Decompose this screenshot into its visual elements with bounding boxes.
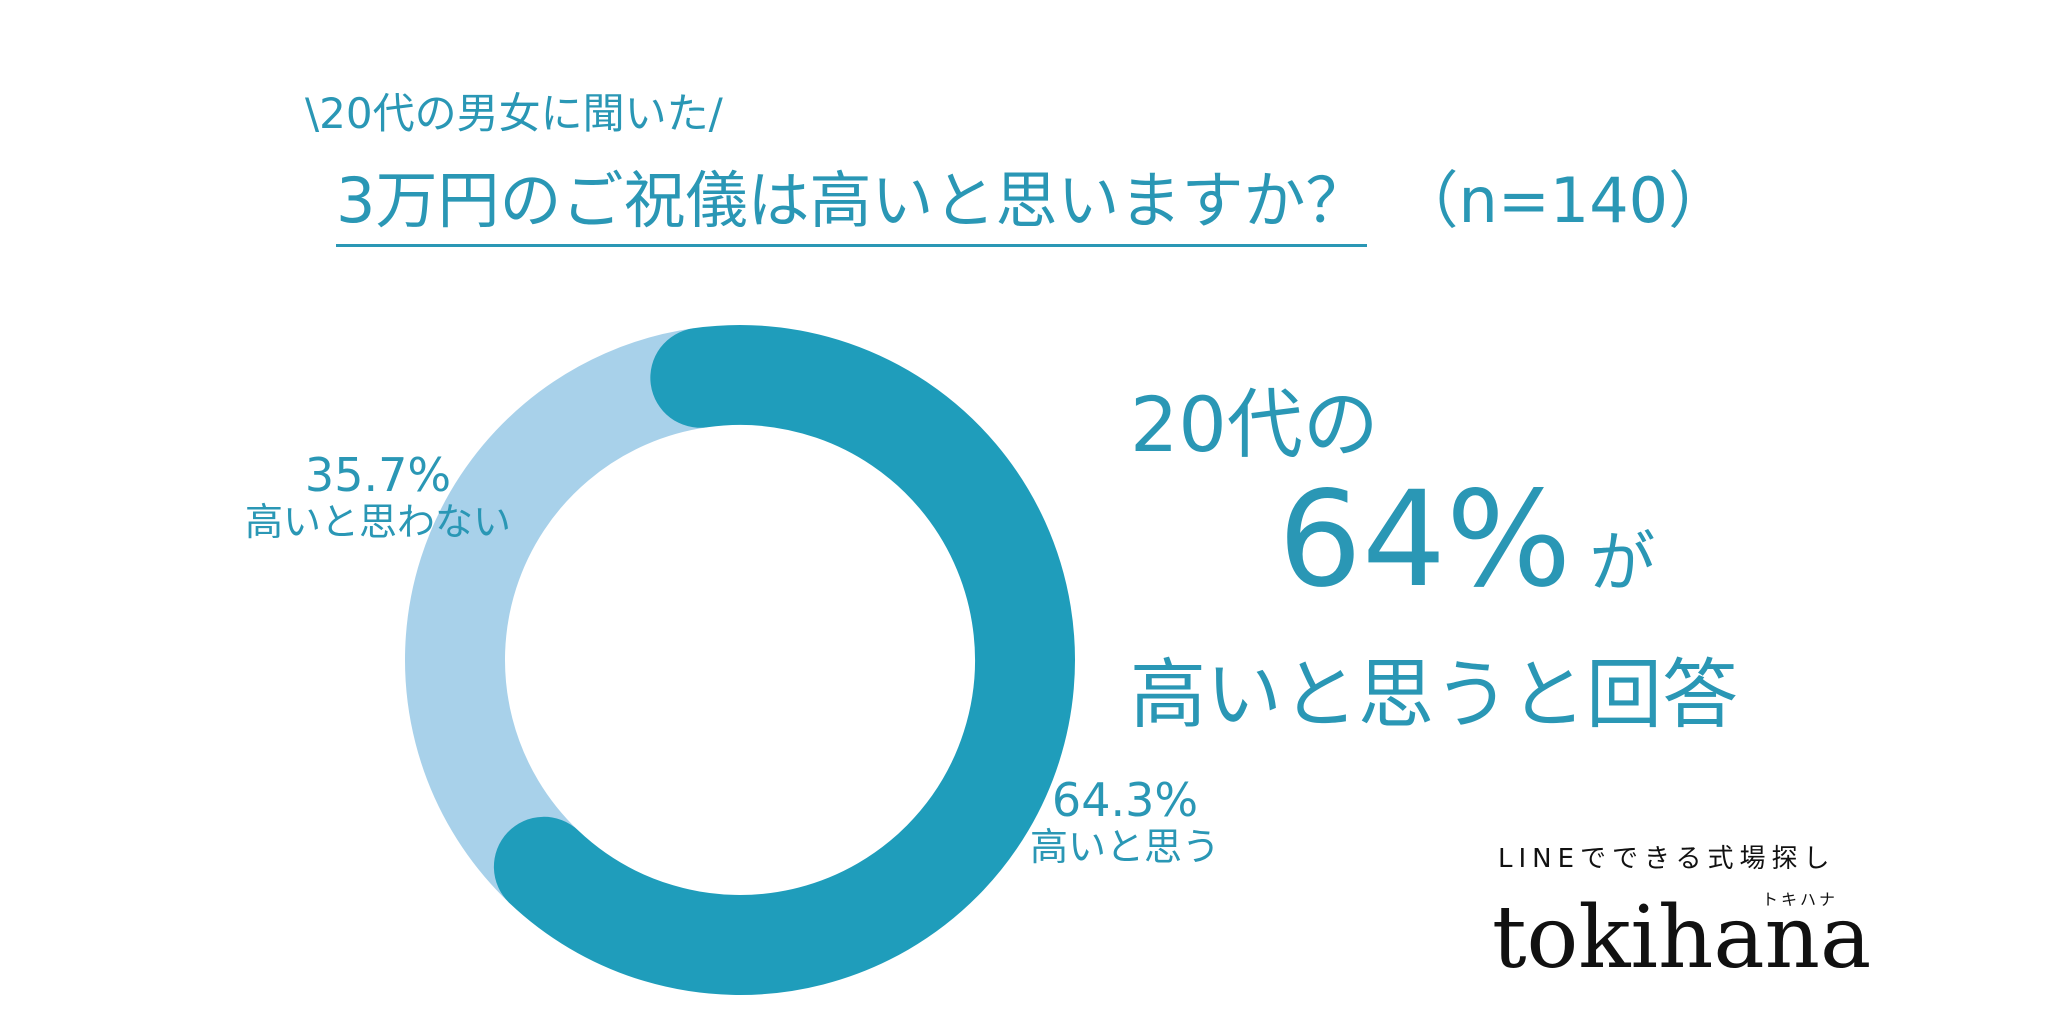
- donut-chart: [405, 325, 1075, 995]
- brand-logo: tokihana: [1492, 888, 1872, 988]
- slice-category-expensive: 高いと思う: [1029, 825, 1220, 869]
- chart-title: 3万円のご祝儀は高いと思いますか？: [336, 150, 1368, 247]
- donut-slices: [405, 325, 1075, 995]
- slice-label-expensive: 64.3% 高いと思う: [1020, 775, 1230, 869]
- callout-particle: が: [1589, 524, 1656, 601]
- callout-line3: 高いと思うと回答: [1130, 650, 1738, 739]
- callout-line2: 64% が: [1278, 470, 1850, 650]
- callout-big-percent: 64%: [1278, 463, 1572, 617]
- slice-not-expensive: [405, 328, 708, 904]
- slice-category-not-expensive: 高いと思わない: [244, 500, 511, 544]
- slice-percent-not-expensive: 35.7%: [304, 448, 452, 502]
- slice-expensive: [493, 325, 1075, 995]
- sample-size: （n=140）: [1396, 164, 1731, 237]
- callout-line1: 20代の: [1130, 380, 1379, 469]
- brand-kana: トキハナ: [1762, 890, 1839, 909]
- slice-percent-expensive: 64.3%: [1051, 773, 1199, 827]
- result-callout: 20代の 64% が 高いと思うと回答: [1130, 380, 1850, 740]
- slice-label-not-expensive: 35.7% 高いと思わない: [228, 450, 528, 544]
- brand-tagline: LINEでできる式場探し: [1498, 844, 1836, 874]
- survey-subtitle: \20代の男女に聞いた/: [305, 89, 723, 138]
- title-row: 3万円のご祝儀は高いと思いますか？ （n=140）: [336, 150, 1730, 247]
